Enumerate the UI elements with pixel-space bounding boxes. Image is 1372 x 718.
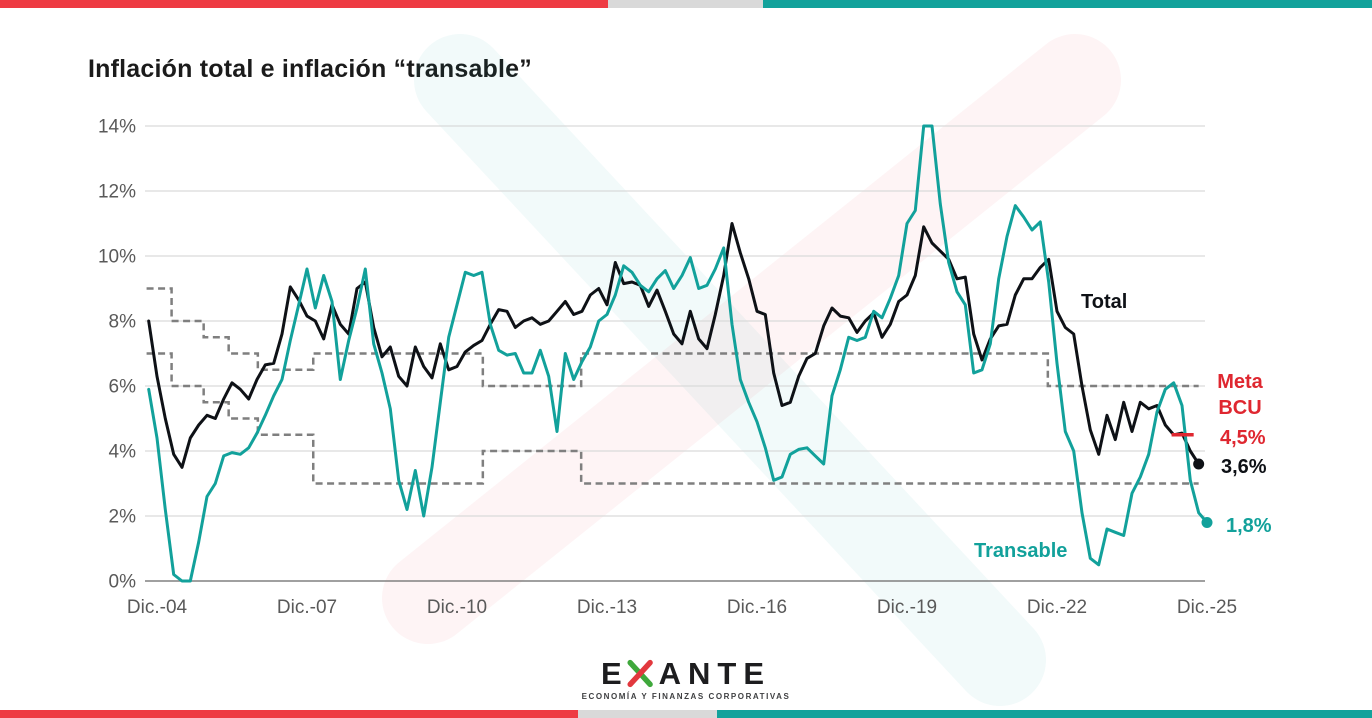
x-tick-label-Dic.-16: Dic.-16 — [727, 597, 787, 618]
exante-logo: E ANTE ECONOMÍA Y FINANZAS CORPORATIVAS — [582, 658, 791, 701]
y-tick-label-10: 10% — [98, 247, 136, 268]
logo-letters-ante: ANTE — [658, 656, 772, 691]
y-tick-label-8: 8% — [109, 312, 137, 333]
meta-bcu-value-label: 4,5% — [1220, 427, 1266, 449]
y-tick-label-6: 6% — [109, 377, 137, 398]
x-tick-label-Dic.-10: Dic.-10 — [427, 597, 487, 618]
bottom-bar-teal-segment — [717, 710, 1372, 718]
transable-end-value-label: 1,8% — [1226, 515, 1272, 537]
bottom-brand-bar — [0, 710, 1372, 718]
bcu-target-lower-bound — [146, 352, 1199, 485]
y-tick-label-4: 4% — [109, 442, 137, 463]
transable-end-dot — [1201, 517, 1213, 528]
x-tick-label-Dic.-13: Dic.-13 — [577, 597, 637, 618]
logo-letter-e: E — [600, 656, 622, 691]
exante-logo-wordmark: E ANTE — [582, 658, 791, 689]
transable-series-label: Transable — [974, 540, 1067, 562]
y-tick-label-0: 0% — [109, 572, 137, 593]
total-line — [147, 222, 1201, 469]
x-tick-label-Dic.-07: Dic.-07 — [277, 597, 337, 618]
logo-subtitle: ECONOMÍA Y FINANZAS CORPORATIVAS — [581, 692, 791, 701]
x-tick-label-Dic.-19: Dic.-19 — [877, 597, 937, 618]
y-tick-label-12: 12% — [98, 182, 136, 203]
top-bar-teal-segment — [763, 0, 1372, 8]
watermark-x-red-diagonal — [382, 34, 1121, 644]
top-brand-bar — [0, 0, 1372, 8]
exante-x-icon — [627, 659, 653, 688]
total-series-label: Total — [1081, 291, 1127, 313]
y-tick-label-14: 14% — [98, 117, 136, 138]
top-bar-red-segment — [0, 0, 608, 8]
x-tick-label-Dic.-22: Dic.-22 — [1027, 597, 1087, 618]
meta-bcu-label-line2: BCU — [1218, 397, 1261, 419]
transable-line — [147, 124, 1209, 583]
total-end-value-label: 3,6% — [1221, 456, 1267, 478]
page-title: Inflación total e inflación “transable” — [88, 55, 532, 83]
x-tick-label-Dic.-04: Dic.-04 — [127, 597, 188, 618]
watermark-x-green-diagonal — [414, 34, 1046, 706]
total-end-dot — [1193, 458, 1205, 470]
bottom-bar-gray-segment — [578, 710, 717, 718]
y-tick-label-2: 2% — [109, 507, 137, 528]
meta-bcu-label-line1: Meta — [1217, 371, 1263, 393]
bottom-bar-red-segment — [0, 710, 578, 718]
x-tick-label-Dic.-25: Dic.-25 — [1177, 597, 1237, 618]
top-bar-gray-segment — [608, 0, 763, 8]
